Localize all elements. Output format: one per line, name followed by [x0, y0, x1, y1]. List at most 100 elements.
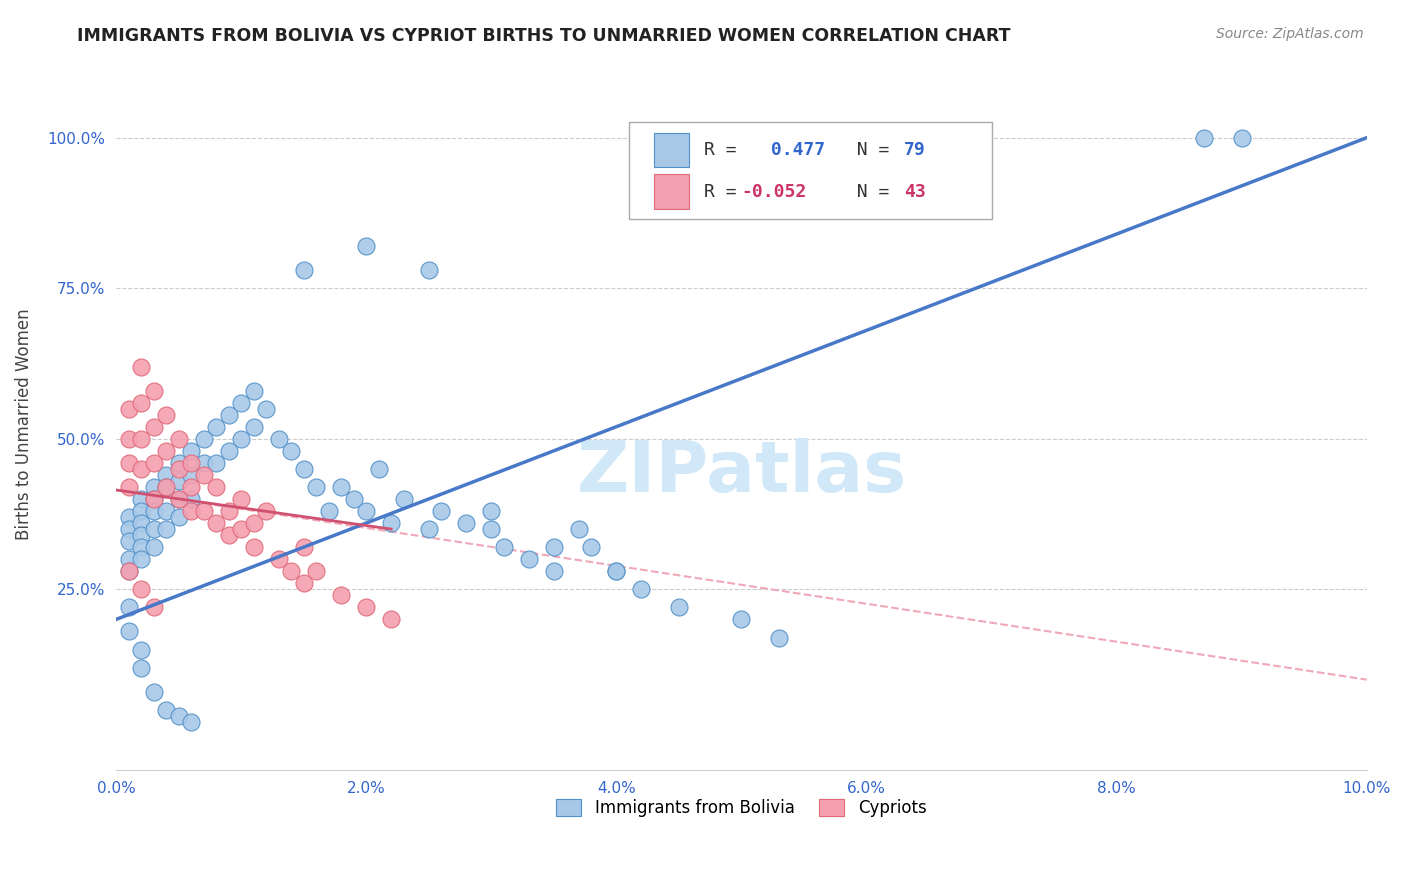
Point — [292, 540, 315, 554]
Point — [129, 540, 152, 554]
Point — [129, 491, 152, 506]
Point — [242, 540, 264, 554]
Point — [117, 552, 139, 566]
Point — [129, 552, 152, 566]
Text: 43: 43 — [904, 183, 925, 201]
Text: R =: R = — [704, 183, 748, 201]
Point — [129, 516, 152, 530]
Point — [354, 504, 377, 518]
Point — [167, 462, 190, 476]
Point — [330, 480, 353, 494]
Point — [1230, 130, 1253, 145]
Point — [305, 480, 328, 494]
Point — [229, 491, 252, 506]
Point — [129, 642, 152, 657]
Point — [367, 462, 389, 476]
Point — [142, 600, 165, 615]
Point — [142, 456, 165, 470]
Text: N =: N = — [835, 183, 900, 201]
Point — [180, 491, 202, 506]
Point — [218, 504, 240, 518]
Point — [142, 419, 165, 434]
Point — [142, 480, 165, 494]
Point — [142, 504, 165, 518]
Point — [267, 552, 290, 566]
Point — [167, 708, 190, 723]
Point — [129, 395, 152, 409]
Point — [167, 432, 190, 446]
Text: 0.477: 0.477 — [761, 141, 825, 159]
Point — [193, 504, 215, 518]
Point — [167, 491, 190, 506]
Y-axis label: Births to Unmarried Women: Births to Unmarried Women — [15, 308, 32, 540]
Point — [180, 714, 202, 729]
Point — [117, 564, 139, 578]
Point — [768, 631, 790, 645]
Point — [581, 540, 603, 554]
Point — [392, 491, 415, 506]
Point — [142, 491, 165, 506]
Point — [229, 395, 252, 409]
Text: Source: ZipAtlas.com: Source: ZipAtlas.com — [1216, 27, 1364, 41]
Point — [180, 504, 202, 518]
Point — [292, 576, 315, 591]
Text: -0.052: -0.052 — [741, 183, 807, 201]
Point — [492, 540, 515, 554]
Point — [517, 552, 540, 566]
Point — [280, 443, 302, 458]
Point — [242, 419, 264, 434]
FancyBboxPatch shape — [628, 122, 991, 219]
Point — [543, 564, 565, 578]
Point — [180, 443, 202, 458]
Point — [205, 419, 228, 434]
Point — [229, 522, 252, 536]
Point — [730, 612, 752, 626]
Point — [117, 480, 139, 494]
Point — [205, 516, 228, 530]
Point — [380, 516, 402, 530]
Text: ZIPatlas: ZIPatlas — [576, 438, 907, 507]
Point — [605, 564, 627, 578]
Point — [129, 359, 152, 374]
Point — [142, 540, 165, 554]
Point — [129, 660, 152, 674]
Point — [205, 456, 228, 470]
Point — [117, 522, 139, 536]
Point — [354, 239, 377, 253]
Point — [479, 522, 502, 536]
Point — [1192, 130, 1215, 145]
Point — [280, 564, 302, 578]
Point — [254, 504, 277, 518]
Point — [129, 432, 152, 446]
Point — [180, 456, 202, 470]
Point — [167, 510, 190, 524]
Point — [193, 432, 215, 446]
Point — [418, 522, 440, 536]
Point — [605, 564, 627, 578]
Point — [229, 432, 252, 446]
Point — [117, 456, 139, 470]
Point — [155, 703, 177, 717]
Point — [142, 684, 165, 698]
Text: N =: N = — [835, 141, 900, 159]
Point — [193, 456, 215, 470]
Point — [430, 504, 453, 518]
Point — [543, 540, 565, 554]
Point — [167, 491, 190, 506]
Point — [668, 600, 690, 615]
Point — [330, 588, 353, 602]
Point — [479, 504, 502, 518]
Point — [167, 474, 190, 488]
Point — [292, 462, 315, 476]
Point — [142, 384, 165, 398]
Point — [155, 408, 177, 422]
Point — [129, 528, 152, 542]
Point — [117, 510, 139, 524]
Point — [180, 467, 202, 482]
Point — [155, 480, 177, 494]
Point — [292, 263, 315, 277]
Point — [155, 504, 177, 518]
Point — [218, 443, 240, 458]
Point — [180, 480, 202, 494]
Point — [117, 600, 139, 615]
